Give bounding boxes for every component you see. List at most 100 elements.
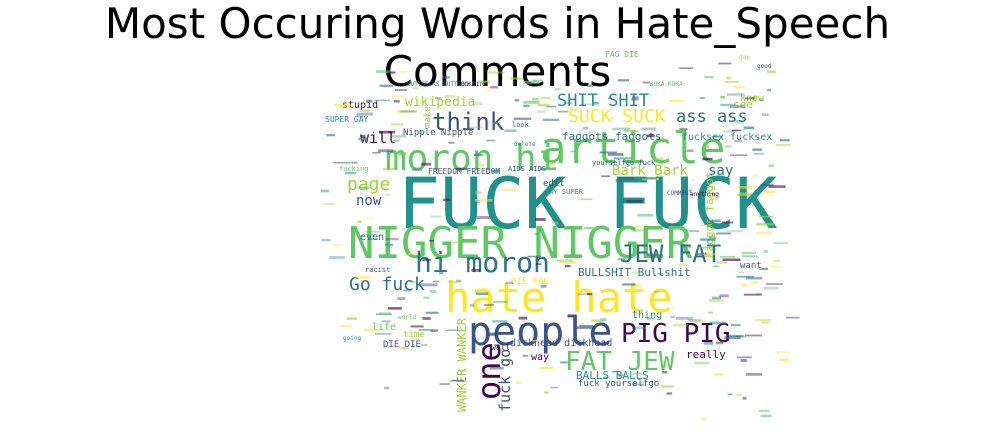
cloud-filler-mark: [513, 117, 532, 120]
cloud-filler-mark: [586, 293, 593, 296]
cloud-filler-mark: [592, 101, 600, 105]
cloud-filler-mark: [687, 319, 702, 322]
cloud-filler-mark: [487, 122, 499, 124]
cloud-filler-mark: [522, 354, 529, 357]
cloud-filler-mark: [715, 341, 724, 345]
cloud-word: AIDS AIDS: [508, 165, 546, 173]
cloud-filler-mark: [381, 320, 391, 322]
cloud-filler-mark: [579, 324, 594, 328]
cloud-filler-mark: [646, 317, 654, 320]
cloud-filler-mark: [484, 303, 495, 306]
cloud-filler-mark: [701, 417, 706, 421]
cloud-filler-mark: [397, 297, 406, 300]
cloud-filler-mark: [356, 112, 373, 116]
cloud-word: wikipedia: [405, 95, 475, 110]
cloud-filler-mark: [773, 242, 788, 245]
cloud-filler-mark: [703, 342, 714, 345]
cloud-word: now: [356, 193, 382, 209]
cloud-filler-mark: [767, 70, 777, 73]
cloud-filler-mark: [730, 154, 748, 156]
cloud-word: want: [740, 261, 762, 271]
cloud-filler-mark: [767, 89, 771, 92]
cloud-filler-mark: [679, 128, 688, 130]
cloud-filler-mark: [711, 135, 723, 138]
cloud-filler-mark: [505, 281, 514, 284]
cloud-filler-mark: [708, 311, 713, 314]
cloud-filler-mark: [385, 243, 393, 246]
cloud-filler-mark: [752, 148, 763, 151]
cloud-filler-mark: [630, 229, 645, 232]
cloud-filler-mark: [642, 81, 650, 84]
cloud-filler-mark: [455, 167, 468, 171]
cloud-filler-mark: [490, 169, 500, 173]
cloud-word: world: [398, 314, 416, 321]
cloud-word: FAT JEW: [565, 347, 675, 377]
cloud-filler-mark: [475, 191, 482, 195]
cloud-filler-mark: [439, 272, 444, 275]
cloud-word: COMMENT: [667, 190, 693, 197]
cloud-filler-mark: [631, 96, 639, 100]
cloud-filler-mark: [333, 162, 351, 164]
cloud-word: fuck yourselfgo: [578, 379, 659, 389]
cloud-filler-mark: [654, 157, 664, 161]
cloud-word: racist: [365, 266, 390, 274]
cloud-filler-mark: [532, 97, 539, 101]
cloud-filler-mark: [669, 99, 684, 102]
cloud-word: dickhead dickhead: [510, 338, 612, 349]
cloud-filler-mark: [696, 246, 713, 249]
cloud-filler-mark: [722, 258, 741, 261]
cloud-filler-mark: [731, 323, 741, 327]
cloud-filler-mark: [570, 150, 576, 153]
cloud-filler-mark: [725, 145, 732, 148]
cloud-filler-mark: [579, 198, 593, 201]
cloud-filler-mark: [564, 265, 571, 268]
cloud-filler-mark: [552, 221, 559, 225]
cloud-filler-mark: [666, 392, 673, 395]
cloud-word: FAG DIE: [605, 50, 639, 59]
cloud-filler-mark: [656, 237, 668, 239]
cloud-filler-mark: [518, 316, 528, 320]
cloud-filler-mark: [488, 333, 497, 337]
cloud-filler-mark: [544, 391, 549, 394]
cloud-filler-mark: [321, 238, 331, 242]
cloud-filler-mark: [709, 321, 727, 325]
cloud-filler-mark: [412, 86, 419, 90]
cloud-filler-mark: [731, 129, 742, 132]
cloud-word: Bark Bark: [612, 163, 688, 179]
cloud-filler-mark: [637, 214, 654, 217]
cloud-filler-mark: [746, 276, 763, 280]
cloud-word: FREEDOM FREEDOM: [428, 167, 500, 176]
cloud-filler-mark: [741, 251, 756, 255]
cloud-filler-mark: [728, 334, 744, 338]
cloud-filler-mark: [709, 236, 717, 239]
cloud-filler-mark: [618, 176, 634, 180]
cloud-filler-mark: [356, 115, 364, 118]
cloud-filler-mark: [421, 283, 438, 287]
cloud-word: see: [733, 98, 753, 111]
cloud-word: FUCK FUCK: [398, 163, 777, 245]
cloud-filler-mark: [631, 271, 637, 274]
cloud-filler-mark: [374, 99, 390, 102]
cloud-filler-mark: [549, 162, 555, 165]
cloud-filler-mark: [345, 172, 356, 175]
cloud-filler-mark: [425, 311, 439, 314]
cloud-filler-mark: [391, 123, 404, 126]
cloud-filler-mark: [384, 193, 391, 196]
cloud-filler-mark: [368, 238, 378, 240]
cloud-filler-mark: [633, 226, 642, 228]
cloud-filler-mark: [447, 280, 460, 283]
cloud-filler-mark: [672, 324, 688, 327]
cloud-filler-mark: [719, 294, 729, 298]
cloud-filler-mark: [768, 185, 786, 188]
cloud-word: really: [686, 348, 726, 361]
word-cloud-filler: [320, 62, 800, 421]
cloud-filler-mark: [704, 145, 709, 148]
cloud-filler-mark: [744, 97, 755, 100]
cloud-filler-mark: [750, 281, 758, 284]
cloud-filler-mark: [554, 88, 561, 91]
cloud-filler-mark: [670, 315, 675, 319]
cloud-filler-mark: [430, 215, 442, 218]
cloud-filler-mark: [607, 97, 613, 100]
cloud-filler-mark: [710, 198, 719, 201]
cloud-filler-mark: [631, 99, 639, 101]
